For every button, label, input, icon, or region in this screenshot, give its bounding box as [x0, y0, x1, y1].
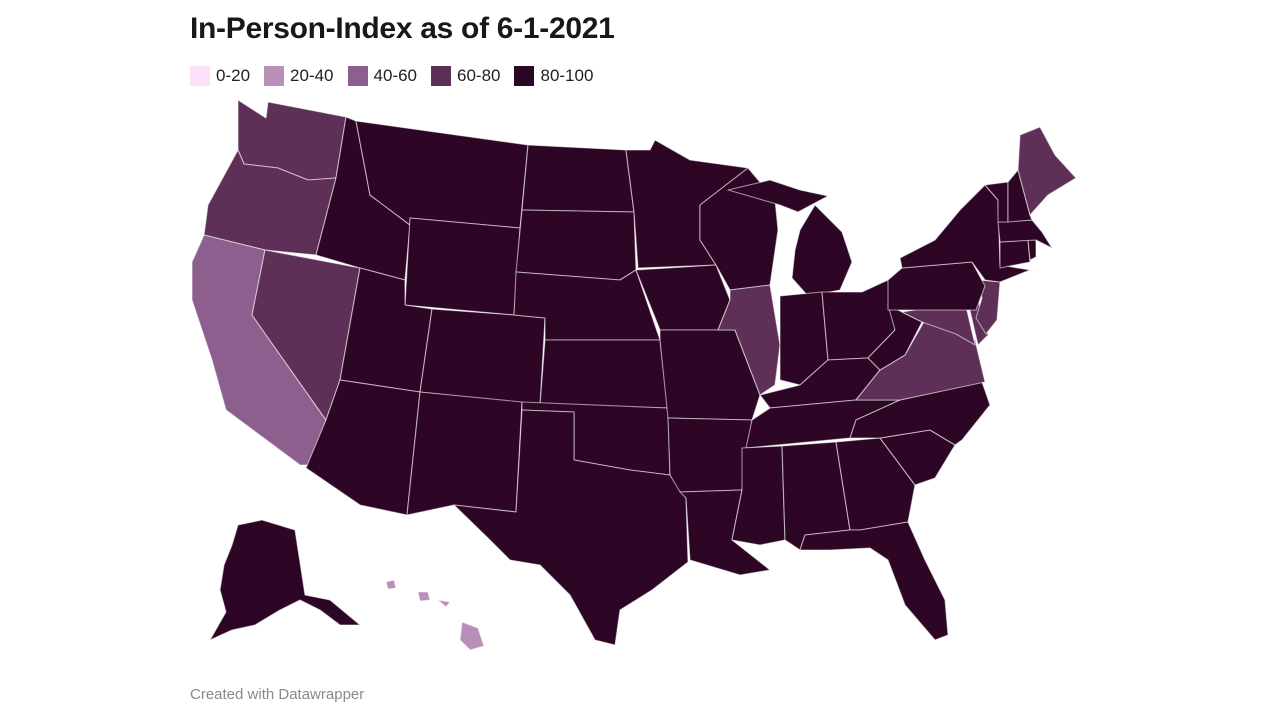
state-ak[interactable]	[209, 519, 361, 641]
legend-item: 80-100	[514, 66, 593, 86]
legend-label: 0-20	[216, 66, 251, 85]
state-co[interactable]	[419, 308, 546, 406]
legend-label: 20-40	[290, 66, 334, 85]
legend-swatch	[431, 66, 451, 86]
legend-label: 60-80	[457, 66, 501, 85]
legend-swatch	[264, 66, 285, 86]
legend-label: 80-100	[540, 66, 594, 85]
state-wy[interactable]	[404, 217, 521, 316]
state-me[interactable]	[1017, 126, 1077, 216]
credit-note: Created with Datawrapper	[190, 686, 365, 703]
state-nm[interactable]	[406, 391, 523, 516]
state-tx[interactable]	[453, 409, 689, 646]
legend-item: 0-20	[190, 66, 250, 86]
legend-label: 40-60	[373, 66, 417, 85]
legend-item: 20-40	[264, 66, 334, 86]
state-ar[interactable]	[667, 417, 753, 493]
legend-item: 40-60	[347, 66, 417, 86]
state-pa[interactable]	[887, 261, 986, 311]
state-ks[interactable]	[539, 339, 669, 409]
state-ri[interactable]	[1027, 239, 1037, 261]
legend-swatch	[190, 66, 210, 86]
state-fl[interactable]	[799, 521, 949, 641]
state-hi[interactable]	[385, 579, 485, 651]
legend: 0-20 20-40 40-60 60-80 80-100	[190, 66, 593, 86]
state-sd[interactable]	[515, 209, 637, 281]
legend-swatch	[514, 66, 535, 86]
state-nh[interactable]	[1007, 169, 1033, 223]
states-layer	[191, 99, 1077, 651]
legend-item: 60-80	[431, 66, 500, 86]
state-mi[interactable]	[727, 179, 853, 297]
legend-swatch	[347, 66, 368, 86]
state-vt[interactable]	[984, 181, 1009, 223]
map-title: In-Person-Index as of 6-1-2021	[190, 12, 615, 45]
state-nd[interactable]	[521, 144, 635, 213]
state-ct[interactable]	[999, 239, 1031, 269]
